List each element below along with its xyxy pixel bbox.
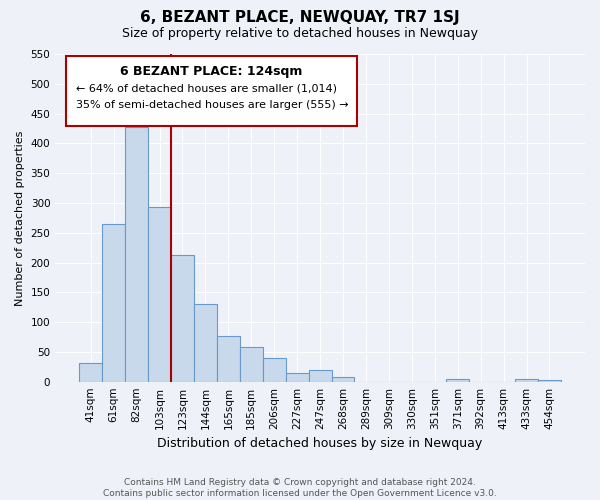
Bar [446, 378, 469, 382]
Text: 35% of semi-detached houses are larger (555) →: 35% of semi-detached houses are larger (… [76, 100, 349, 110]
Text: ← 64% of detached houses are smaller (1,014): ← 64% of detached houses are smaller (1,… [76, 84, 337, 94]
Bar [308, 370, 332, 382]
Bar [125, 126, 148, 382]
Bar [332, 377, 355, 382]
Bar [286, 372, 308, 382]
Bar [102, 224, 125, 382]
Bar [79, 362, 102, 382]
Text: Size of property relative to detached houses in Newquay: Size of property relative to detached ho… [122, 28, 478, 40]
Bar [538, 380, 561, 382]
Bar [194, 304, 217, 382]
Bar [515, 378, 538, 382]
Bar [240, 346, 263, 382]
Text: Contains HM Land Registry data © Crown copyright and database right 2024.
Contai: Contains HM Land Registry data © Crown c… [103, 478, 497, 498]
Text: 6 BEZANT PLACE: 124sqm: 6 BEZANT PLACE: 124sqm [120, 66, 302, 78]
Bar [171, 256, 194, 382]
Bar [263, 358, 286, 382]
FancyBboxPatch shape [66, 56, 357, 126]
X-axis label: Distribution of detached houses by size in Newquay: Distribution of detached houses by size … [157, 437, 483, 450]
Y-axis label: Number of detached properties: Number of detached properties [15, 130, 25, 306]
Text: 6, BEZANT PLACE, NEWQUAY, TR7 1SJ: 6, BEZANT PLACE, NEWQUAY, TR7 1SJ [140, 10, 460, 25]
Bar [148, 207, 171, 382]
Bar [217, 336, 240, 382]
